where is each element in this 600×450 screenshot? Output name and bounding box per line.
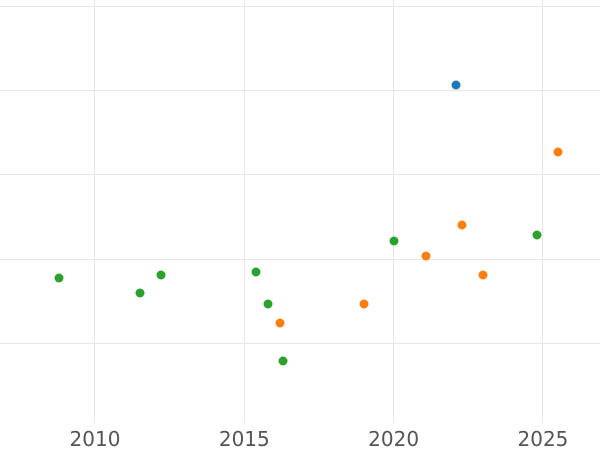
x-tick-label-2025: 2025: [517, 427, 569, 450]
data-point-green-series: [251, 267, 261, 277]
gridline-horizontal: [0, 342, 600, 344]
data-point-green-series: [156, 270, 166, 280]
data-point-green-series: [263, 299, 273, 309]
data-point-orange-series: [457, 220, 467, 230]
data-point-orange-series: [421, 251, 431, 261]
x-tick-label-2015: 2015: [218, 427, 270, 450]
data-point-orange-series: [553, 147, 563, 157]
data-point-green-series: [54, 273, 64, 282]
gridline-horizontal: [0, 258, 600, 260]
data-point-green-series: [389, 236, 399, 246]
data-point-orange-series: [275, 318, 285, 328]
x-tick-label-2010: 2010: [69, 427, 121, 450]
plot-area: [0, 0, 600, 423]
data-point-green-series: [135, 288, 145, 298]
data-point-orange-series: [478, 270, 488, 280]
gridline-horizontal: [0, 6, 600, 8]
data-point-green-series: [278, 356, 288, 366]
gridline-vertical: [243, 0, 245, 423]
data-point-green-series: [532, 230, 542, 240]
gridline-vertical: [94, 0, 96, 423]
x-tick-label-2020: 2020: [368, 427, 420, 450]
gridline-horizontal: [0, 90, 600, 92]
data-point-blue-series: [451, 80, 461, 90]
gridline-horizontal: [0, 174, 600, 176]
data-point-orange-series: [359, 299, 369, 309]
gridline-vertical: [393, 0, 395, 423]
gridline-vertical: [542, 0, 544, 423]
